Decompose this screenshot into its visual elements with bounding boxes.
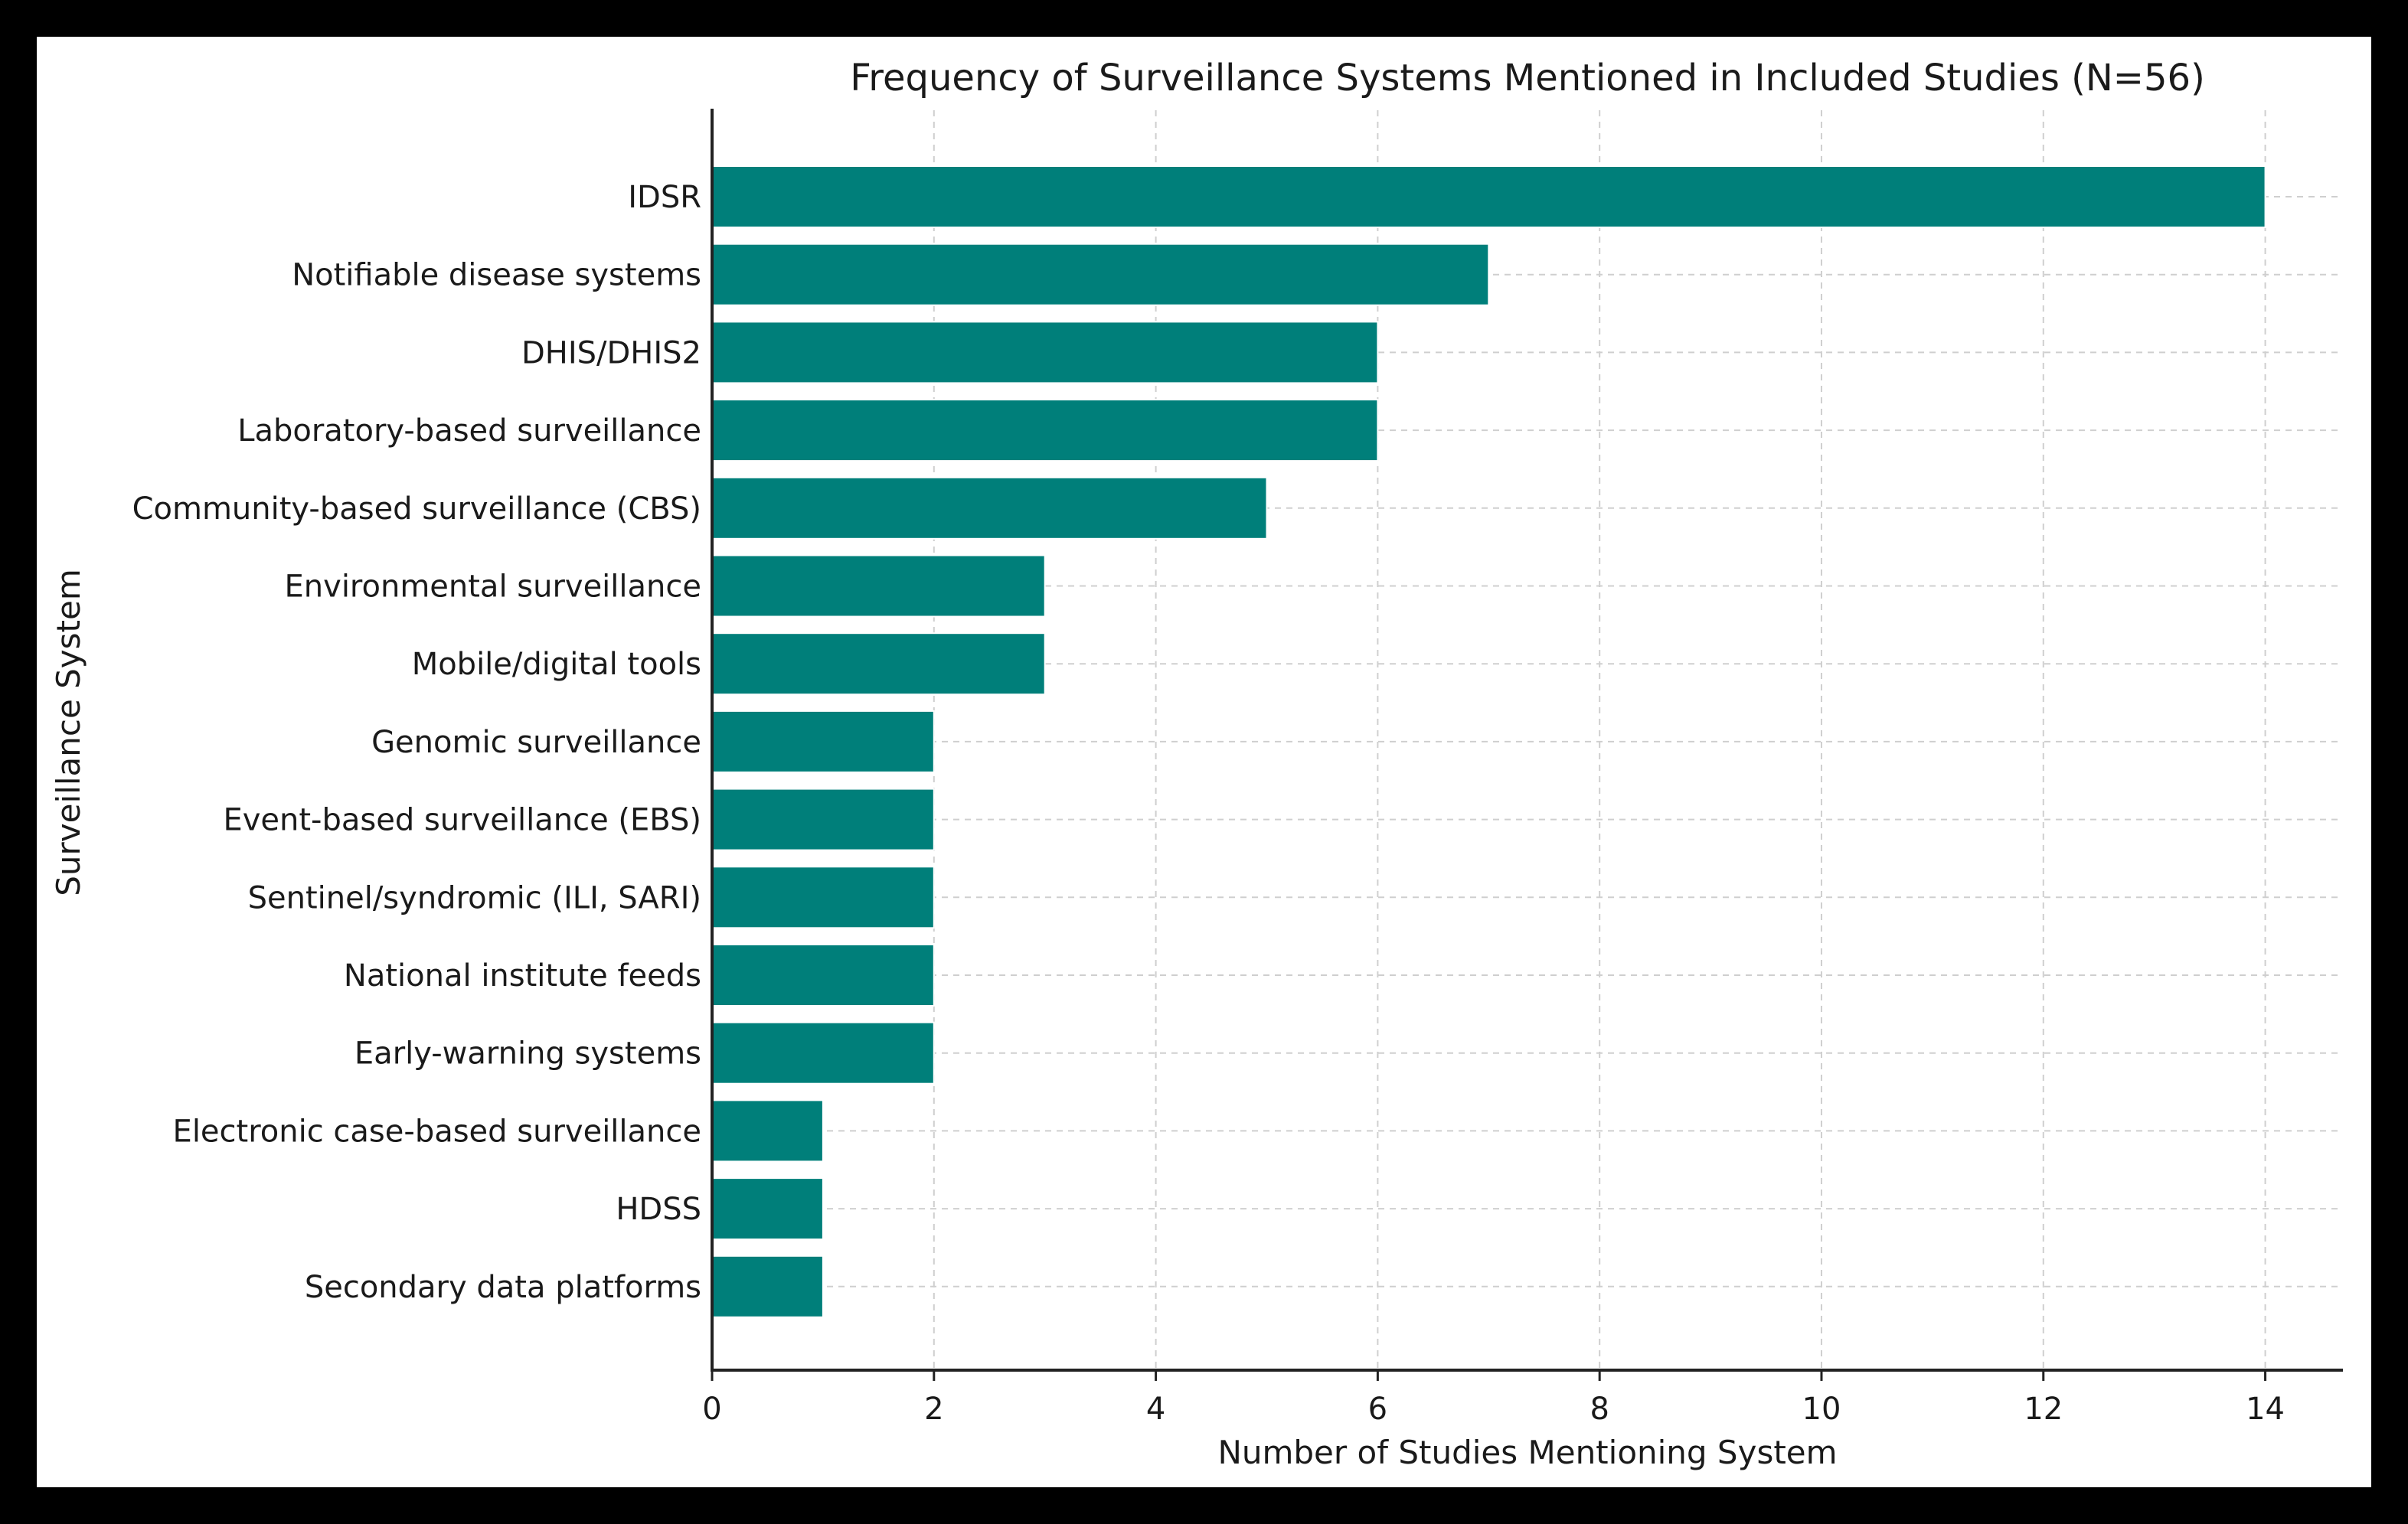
category-label: Laboratory-based surveillance	[237, 413, 701, 449]
bar	[711, 1021, 935, 1085]
x-tick-labels: 0 2 4 6 8 10 12 14	[702, 1392, 2285, 1427]
bar	[711, 632, 1046, 696]
category-label: Event-based surveillance (EBS)	[223, 803, 701, 838]
x-tick-label: 4	[1146, 1392, 1165, 1427]
x-tick-label: 2	[924, 1392, 943, 1427]
bar	[711, 866, 935, 929]
bar	[711, 710, 935, 773]
bar	[711, 476, 1268, 540]
x-axis-title: Number of Studies Mentioning System	[1217, 1434, 1837, 1471]
bar	[711, 165, 2266, 228]
bar-chart: 0 2 4 6 8 10 12 14 IDSR Notifiable disease syste…	[50, 57, 2343, 1471]
category-label: DHIS/DHIS2	[521, 335, 701, 370]
bar	[711, 788, 935, 851]
bar	[711, 1099, 824, 1163]
category-label: Genomic surveillance	[371, 725, 701, 760]
y-axis-title: Surveillance System	[50, 569, 87, 896]
category-label: National institute feeds	[344, 958, 701, 994]
x-tick-label: 6	[1368, 1392, 1387, 1427]
x-tick-label: 10	[1802, 1392, 1841, 1427]
category-label: IDSR	[628, 180, 701, 215]
bar	[711, 944, 935, 1007]
x-tick-label: 8	[1590, 1392, 1609, 1427]
x-tick-label: 0	[702, 1392, 721, 1427]
category-label: Electronic case-based surveillance	[173, 1114, 701, 1149]
figure-panel: 0 2 4 6 8 10 12 14 IDSR Notifiable disease syste…	[37, 37, 2371, 1487]
category-label: Secondary data platforms	[305, 1270, 701, 1305]
category-label: Mobile/digital tools	[412, 647, 701, 682]
bars	[711, 165, 2266, 1318]
axes	[711, 109, 2343, 1381]
category-label: Environmental surveillance	[285, 569, 701, 605]
bar	[711, 243, 1490, 306]
category-label: Notifiable disease systems	[292, 258, 701, 293]
category-label: Community-based surveillance (CBS)	[132, 491, 701, 527]
bar	[711, 321, 1379, 384]
category-labels: IDSR Notifiable disease systems DHIS/DHIS2…	[132, 180, 701, 1305]
x-tick-label: 12	[2024, 1392, 2063, 1427]
category-label: Sentinel/syndromic (ILI, SARI)	[248, 880, 701, 915]
bar	[711, 399, 1379, 462]
bar	[711, 1255, 824, 1318]
category-label: Early-warning systems	[355, 1036, 701, 1072]
bar	[711, 554, 1046, 618]
x-tick-label: 14	[2246, 1392, 2285, 1427]
chart-title: Frequency of Surveillance Systems Mentio…	[850, 57, 2205, 100]
bar	[711, 1177, 824, 1241]
category-label: HDSS	[616, 1192, 701, 1227]
